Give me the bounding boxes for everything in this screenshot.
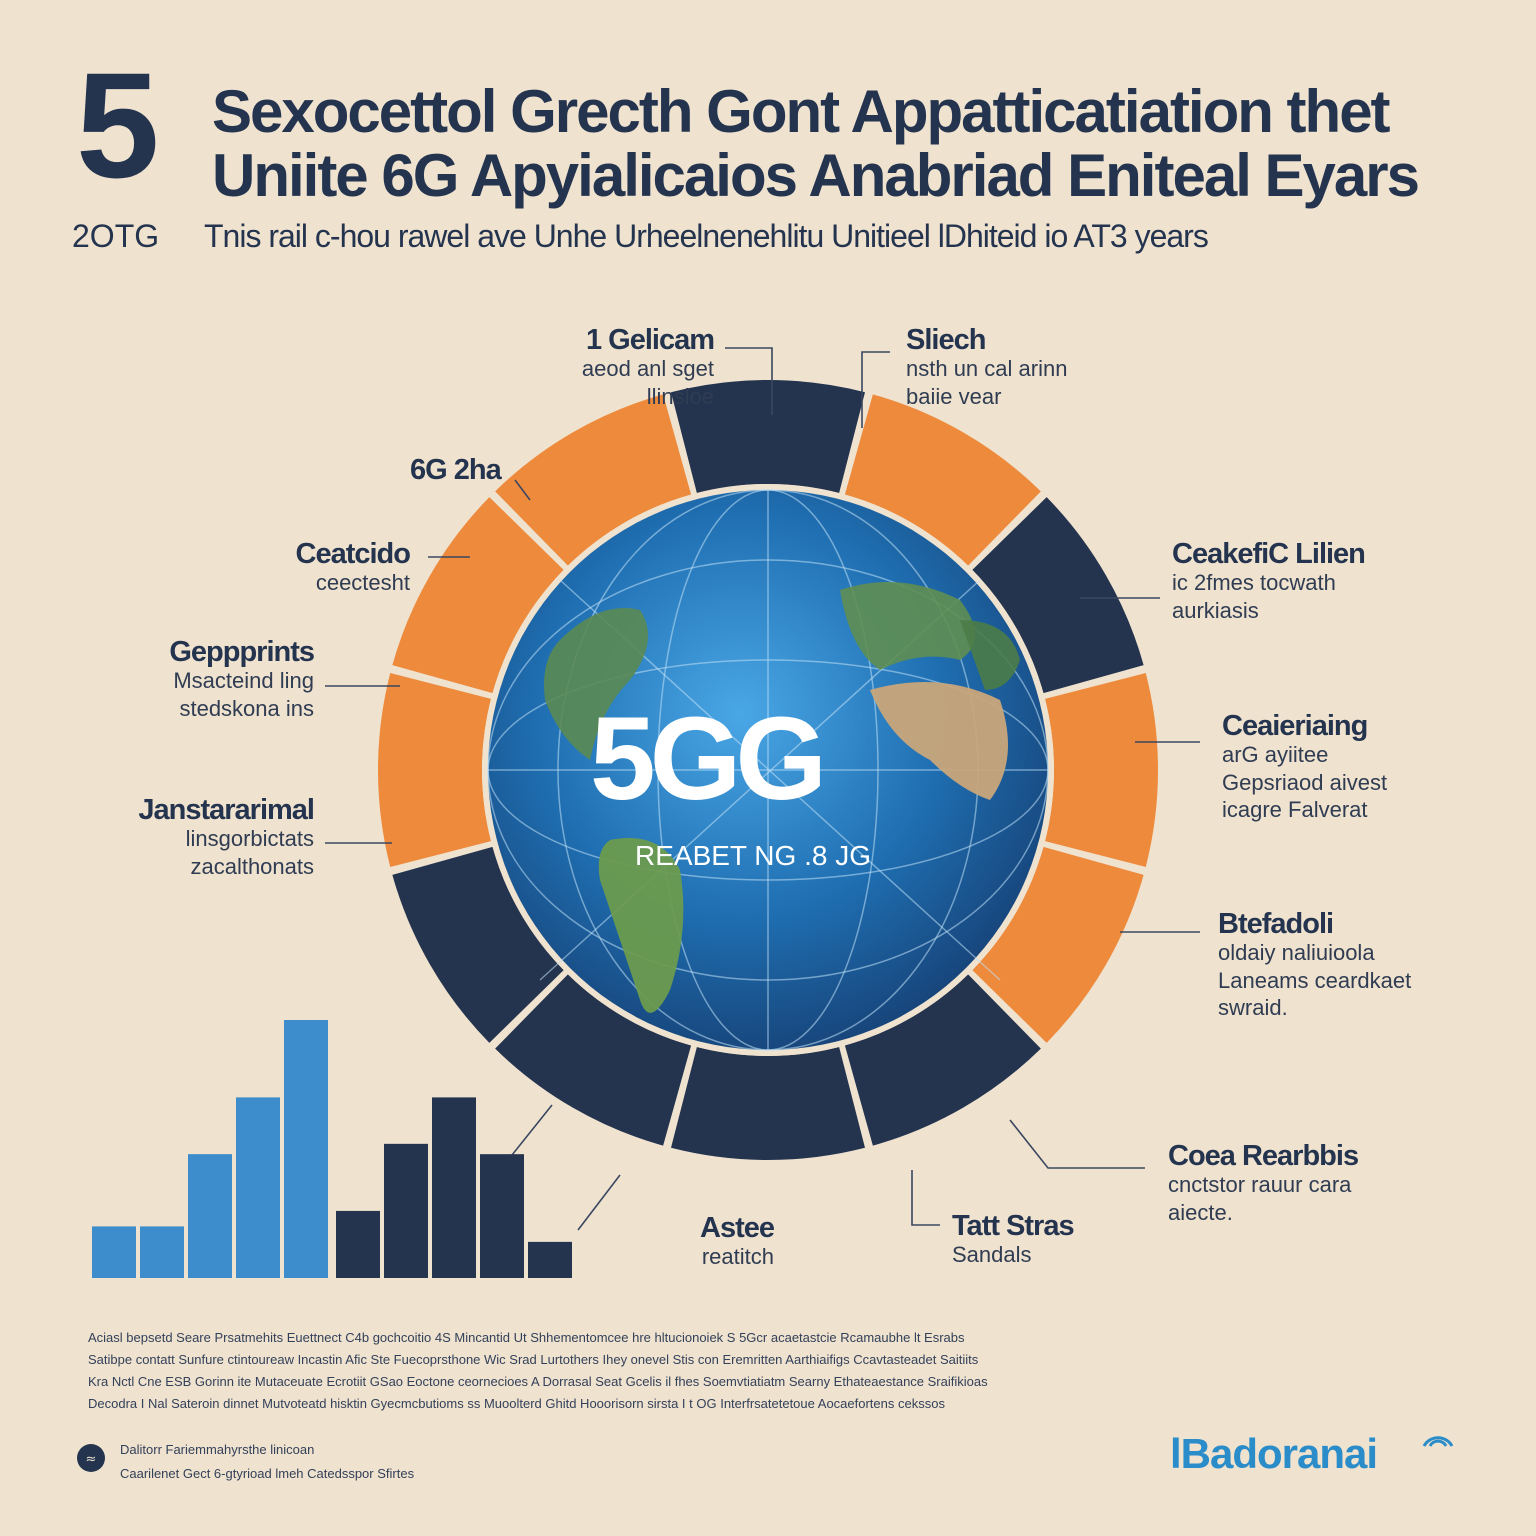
footer-credit-2: Caarilenet Gect 6-gtyrioad lmeh Catedssp…	[120, 1466, 415, 1481]
segment-2-sub1: nsth un cal arinn	[906, 356, 1068, 381]
ring-segment-1	[671, 379, 865, 493]
segment-label-1: 1 Gelicam aeod anl sget llinsloe	[581, 324, 715, 410]
segment-9-head: Janstararimal	[138, 794, 315, 826]
header-big-number: 5	[76, 41, 159, 209]
segment-6-sub2: aiecte.	[1168, 1199, 1233, 1225]
segment-ring	[378, 379, 1159, 1160]
segment-1-sub2: llinsloe	[646, 383, 714, 409]
ring-segment-7	[671, 1047, 865, 1160]
segment-label-8: Astee reatitch	[700, 1212, 775, 1271]
segment-label-12: 6G 2ha	[410, 454, 502, 486]
ring-segment-6	[844, 974, 1041, 1146]
segment-label-9: Janstararimal linsgorbictats zacalthonat…	[138, 794, 315, 880]
segment-4-sub2: Gepsriaod aivest	[1222, 769, 1388, 795]
bar-s2-1	[336, 1210, 380, 1278]
footer-line-4: Decodra I Nal Sateroin dinnet Mutvoteatd…	[88, 1396, 945, 1411]
bar-chart	[92, 1020, 572, 1278]
bar-s1-1	[92, 1226, 136, 1278]
ring-segment-8	[495, 974, 692, 1146]
segment-label-2: Sliech nsth un cal arinn baiie vear	[906, 326, 1067, 410]
subtitle: Tnis rail c-hou rawel ave Unhe Urheelnen…	[204, 218, 1209, 254]
africa-shape	[870, 682, 1008, 800]
brand-logo: lBadoranai	[1170, 1430, 1378, 1477]
svg-text:≈: ≈	[86, 1452, 97, 1467]
segment-label-4: Ceaieriaing arG ayiitee Gepsriaod aivest…	[1222, 712, 1387, 824]
segment-8-sub1: reatitch	[701, 1244, 774, 1269]
year-label: 2OTG	[72, 218, 160, 254]
segment-label-6: Coea Rearbbis cnctstor rauur cara aiecte…	[1168, 1140, 1359, 1226]
bar-s1-3	[188, 1154, 232, 1278]
footer-line-2: Satibpe contatt Sunfure ctintoureaw Inca…	[88, 1352, 979, 1367]
segment-3-head: CeakefiC Lilien	[1172, 538, 1366, 570]
europe-shape	[840, 582, 975, 670]
segment-1-sub1: aeod anl sget	[581, 356, 714, 381]
footer-logo-icon: ≈	[77, 1444, 105, 1472]
bar-s2-4	[480, 1154, 524, 1278]
segment-9-sub1: linsgorbictats	[185, 826, 314, 851]
center-sub-label: REABET NG .8 JG	[635, 840, 871, 871]
segment-11-sub1: ceectesht	[315, 570, 410, 595]
segment-label-3: CeakefiC Lilien ic 2fmes tocwath aurkias…	[1172, 538, 1366, 624]
segment-7-sub1: Sandals	[952, 1242, 1032, 1267]
ring-segment-2	[844, 394, 1041, 566]
segment-5-sub1: oldaiy naliuioola	[1218, 940, 1375, 965]
ring-segment-3	[972, 497, 1144, 694]
ring-segment-12	[495, 394, 692, 566]
segment-2-head: Sliech	[906, 324, 986, 356]
bar-s1-2	[140, 1226, 184, 1278]
title-line-1: Sexocettol Grecth Gont Appatticatiation …	[212, 78, 1391, 145]
leader-lines	[325, 347, 1200, 1231]
segment-label-10: Geppprints Msacteind ling stedskona ins	[169, 636, 315, 722]
ring-segment-9	[392, 846, 564, 1043]
segment-label-11: Ceatcido ceectesht	[295, 538, 411, 597]
segment-5-sub3: swraid.	[1218, 995, 1288, 1020]
ring-segment-5	[972, 846, 1144, 1043]
segment-label-7: Tatt Stras Sandals	[952, 1210, 1075, 1269]
bar-s1-5	[284, 1020, 328, 1278]
segment-1-head: 1 Gelicam	[585, 324, 715, 356]
bar-s2-5	[528, 1241, 572, 1278]
asia-shape	[960, 620, 1020, 690]
center-5g-label: 5GG	[590, 693, 827, 825]
segment-10-head: Geppprints	[169, 636, 315, 668]
footer-credit-1: Dalitorr Fariemmahyrsthe linicoan	[120, 1442, 315, 1457]
segment-9-sub2: zacalthonats	[190, 853, 314, 879]
segment-2-sub2: baiie vear	[906, 383, 1002, 409]
segment-5-sub2: Laneams ceardkaet	[1218, 967, 1412, 993]
segment-3-sub1: ic 2fmes tocwath	[1172, 570, 1336, 595]
segment-7-head: Tatt Stras	[952, 1210, 1075, 1242]
segment-6-sub1: cnctstor rauur cara	[1168, 1172, 1352, 1197]
segment-4-sub1: arG ayiitee	[1222, 742, 1329, 767]
segment-8-head: Astee	[700, 1212, 775, 1244]
segment-label-5: Btefadoli oldaiy naliuioola Laneams cear…	[1218, 910, 1411, 1022]
segment-11-head: Ceatcido	[295, 538, 411, 570]
bar-s2-3	[432, 1097, 476, 1278]
footer-line-1: Aciasl bepsetd Seare Prsatmehits Euettne…	[88, 1330, 965, 1345]
ring-segment-4	[1045, 673, 1159, 867]
wifi-icon	[1422, 1436, 1454, 1447]
north-america-shape	[544, 608, 648, 760]
segment-10-sub1: Msacteind ling	[173, 668, 314, 693]
segment-3-sub2: aurkiasis	[1172, 597, 1259, 623]
bar-s1-4	[236, 1097, 280, 1278]
segment-6-head: Coea Rearbbis	[1168, 1140, 1359, 1172]
segment-10-sub2: stedskona ins	[179, 695, 314, 721]
title-line-2: Uniite 6G Apyialicaios Anabriad Eniteal …	[212, 142, 1420, 209]
bar-s2-2	[384, 1143, 428, 1278]
segment-5-head: Btefadoli	[1218, 908, 1334, 940]
segment-4-sub3: icagre Falverat	[1222, 797, 1368, 822]
ring-segment-10	[378, 673, 491, 867]
continents	[544, 582, 1020, 1013]
south-america-shape	[598, 838, 684, 1013]
ring-segment-11	[392, 497, 564, 694]
footer-line-3: Kra Nctl Cne ESB Gorinn ite Mutaceuate E…	[88, 1374, 988, 1389]
segment-12-head: 6G 2ha	[410, 454, 502, 486]
segment-4-head: Ceaieriaing	[1222, 710, 1368, 742]
